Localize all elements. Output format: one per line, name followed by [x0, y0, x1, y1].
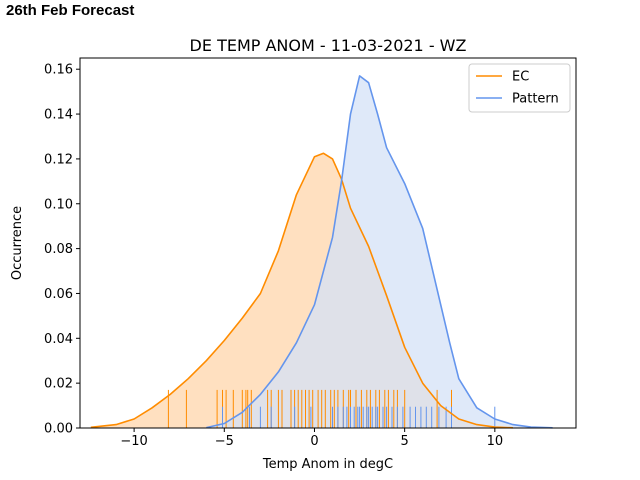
y-tick-label: 0.04: [44, 332, 73, 347]
figure-heading: 26th Feb Forecast: [6, 2, 135, 19]
plot-frame: [79, 57, 577, 429]
y-tick-label: 0.06: [44, 287, 73, 302]
legend-label-ec: EC: [512, 70, 529, 85]
y-tick-label: 0.00: [44, 422, 73, 437]
series-lines: [90, 75, 553, 429]
y-axis-label: Occurrence: [10, 206, 25, 280]
y-axis: 0.00 0.02 0.04 0.06 0.08 0.10 0.12 0.14 0.16: [44, 63, 80, 437]
y-tick-label: 0.14: [44, 108, 73, 123]
legend-label-pattern: Pattern: [512, 92, 559, 107]
x-tick-label: 5: [401, 434, 409, 449]
series-line-ec: [90, 152, 513, 429]
rug-marks: [167, 389, 496, 428]
x-tick-label: 10: [487, 434, 504, 449]
y-tick-label: 0.08: [44, 242, 73, 257]
x-tick-label: 0: [310, 434, 318, 449]
series-fills: [90, 75, 553, 429]
x-axis: −10 −5 0 5 10: [120, 428, 503, 449]
y-tick-label: 0.10: [44, 197, 73, 212]
x-tick-label: −10: [120, 434, 147, 449]
series-fill-pattern: [206, 75, 553, 429]
y-tick-label: 0.16: [44, 63, 73, 78]
legend: EC Pattern: [468, 63, 571, 113]
x-axis-label: Temp Anom in degC: [262, 457, 393, 472]
chart-title: DE TEMP ANOM - 11-03-2021 - WZ: [190, 36, 467, 55]
y-tick-label: 0.12: [44, 152, 73, 167]
y-tick-label: 0.02: [44, 377, 73, 392]
x-tick-label: −5: [215, 434, 234, 449]
series-line-pattern: [206, 75, 553, 429]
